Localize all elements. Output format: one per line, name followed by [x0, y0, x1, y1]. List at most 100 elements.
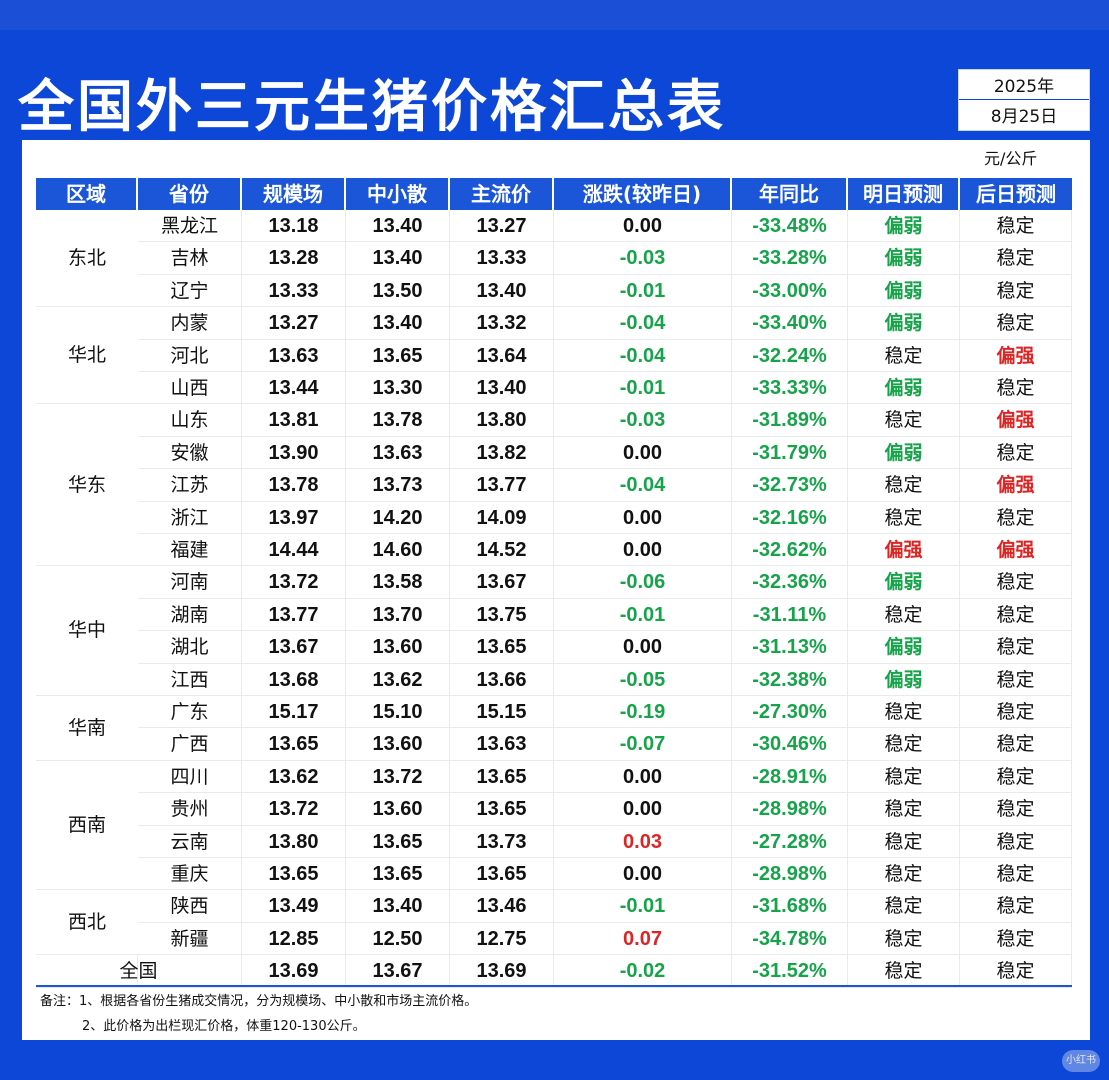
tomorrow-cell: 稳定	[848, 955, 960, 988]
tomorrow-cell: 偏弱	[848, 566, 960, 599]
small-cell: 13.72	[346, 760, 450, 793]
main-cell: 13.65	[450, 858, 554, 890]
small-cell: 13.73	[346, 469, 450, 502]
scale-cell: 13.63	[242, 339, 346, 372]
region-label: 西北	[67, 911, 106, 934]
national-row: 全国 13.69 13.67 13.69 -0.02 -31.52% 稳定 稳定	[36, 955, 1072, 988]
province-cell: 江西	[138, 663, 242, 696]
main-cell: 14.09	[450, 501, 554, 534]
tomorrow-cell: 稳定	[848, 404, 960, 437]
column-header: 省份	[138, 178, 242, 210]
main-cell: 13.40	[450, 274, 554, 307]
table-row: 江西 13.68 13.62 13.66 -0.05 -32.38% 偏弱 稳定	[36, 663, 1072, 696]
tomorrow-cell: 偏弱	[848, 242, 960, 275]
region-label: 华中	[67, 619, 106, 642]
region-label: 东北	[67, 247, 106, 269]
column-header: 后日预测	[976, 182, 1056, 206]
tomorrow-cell: 稳定	[848, 339, 960, 372]
scale-cell: 13.90	[242, 436, 346, 469]
table-row: 江苏 13.78 13.73 13.77 -0.04 -32.73% 稳定 偏强	[36, 469, 1072, 502]
tomorrow-cell: 偏弱	[848, 631, 960, 664]
small-cell: 13.40	[346, 890, 450, 923]
scale-cell: 13.44	[242, 372, 346, 404]
province-cell: 山西	[138, 372, 242, 404]
main-cell: 13.77	[450, 469, 554, 502]
main-cell: 15.15	[450, 696, 554, 728]
small-cell: 13.50	[346, 274, 450, 307]
table-row: 黑龙江 13.18 13.40 13.27 0.00 -33.48% 偏弱 稳定	[36, 210, 1072, 243]
main-cell: 13.33	[450, 242, 554, 275]
change-cell: -0.04	[554, 307, 732, 340]
after-cell: 稳定	[960, 210, 1072, 242]
change-cell: -0.01	[554, 598, 732, 631]
table-row: 重庆 13.65 13.65 13.65 0.00 -28.98% 稳定 稳定	[36, 858, 1072, 891]
change-cell: -0.03	[554, 242, 732, 275]
province-cell: 黑龙江	[138, 210, 242, 242]
yoy-cell: -33.00%	[732, 274, 848, 307]
province-cell: 陕西	[138, 890, 242, 923]
scale-cell: 13.77	[242, 598, 346, 631]
tomorrow-cell: 偏弱	[848, 663, 960, 696]
after-cell: 稳定	[960, 307, 1072, 340]
tomorrow-cell: 偏弱	[848, 307, 960, 340]
region-block	[36, 890, 138, 956]
column-header: 明日预测	[848, 178, 960, 210]
yoy-cell: -32.38%	[732, 663, 848, 696]
yoy-cell: -34.78%	[732, 922, 848, 955]
table-row: 河南 13.72 13.58 13.67 -0.06 -32.36% 偏弱 稳定	[36, 566, 1072, 599]
province-cell: 河北	[138, 339, 242, 372]
province-cell: 湖北	[138, 631, 242, 664]
small-cell: 13.65	[346, 339, 450, 372]
scale-cell: 13.27	[242, 307, 346, 340]
province-cell: 浙江	[138, 501, 242, 534]
yoy-cell: -27.28%	[732, 825, 848, 858]
yoy-cell: -32.62%	[732, 534, 848, 566]
small-cell: 13.40	[346, 307, 450, 340]
region-block	[36, 307, 138, 405]
region-block	[36, 404, 138, 567]
table-row: 云南 13.80 13.65 13.73 0.03 -27.28% 稳定 稳定	[36, 825, 1072, 858]
table-row: 湖北 13.67 13.60 13.65 0.00 -31.13% 偏弱 稳定	[36, 631, 1072, 664]
yoy-cell: -31.89%	[732, 404, 848, 437]
small-cell: 12.50	[346, 922, 450, 955]
note-1: 备注：1、根据各省份生猪成交情况，分为规模场、中小散和市场主流价格。	[40, 994, 478, 1009]
column-header: 中小散	[346, 178, 450, 210]
region-block	[36, 760, 138, 891]
after-cell: 稳定	[960, 858, 1072, 890]
region-block	[36, 696, 138, 761]
table-row: 山东 13.81 13.78 13.80 -0.03 -31.89% 稳定 偏强	[36, 404, 1072, 437]
main-cell: 13.64	[450, 339, 554, 372]
after-cell: 稳定	[960, 955, 1072, 988]
yoy-cell: -32.73%	[732, 469, 848, 502]
column-header: 涨跌(较昨日)	[554, 178, 732, 210]
table-row: 河北 13.63 13.65 13.64 -0.04 -32.24% 稳定 偏强	[36, 339, 1072, 372]
scale-cell: 13.72	[242, 566, 346, 599]
tomorrow-cell: 稳定	[848, 793, 960, 826]
main-cell: 13.46	[450, 890, 554, 923]
scale-cell: 13.80	[242, 825, 346, 858]
region-label: 西南	[67, 813, 106, 836]
province-cell: 安徽	[138, 436, 242, 469]
province-cell: 辽宁	[138, 274, 242, 307]
yoy-cell: -32.16%	[732, 501, 848, 534]
main-cell: 13.82	[450, 436, 554, 469]
province-cell: 贵州	[138, 793, 242, 826]
tomorrow-cell: 稳定	[848, 501, 960, 534]
scale-cell: 13.62	[242, 760, 346, 793]
change-cell: 0.00	[554, 793, 732, 826]
main-cell: 13.65	[450, 760, 554, 793]
change-cell: -0.02	[554, 955, 732, 988]
unit-label: 元/公斤	[984, 149, 1038, 168]
small-cell: 13.70	[346, 598, 450, 631]
scale-cell: 13.78	[242, 469, 346, 502]
after-cell: 稳定	[960, 436, 1072, 469]
tomorrow-cell: 稳定	[848, 696, 960, 728]
scale-cell: 13.68	[242, 663, 346, 696]
scale-cell: 13.72	[242, 793, 346, 826]
change-cell: -0.01	[554, 372, 732, 404]
change-cell: 0.00	[554, 534, 732, 566]
top-band	[0, 0, 1109, 30]
table-header: 区域 省份 规模场 中小散 主流价 涨跌(较昨日) 年同比 明日预测 后日预测	[36, 178, 1072, 210]
province-cell: 云南	[138, 825, 242, 858]
after-cell: 稳定	[960, 760, 1072, 793]
